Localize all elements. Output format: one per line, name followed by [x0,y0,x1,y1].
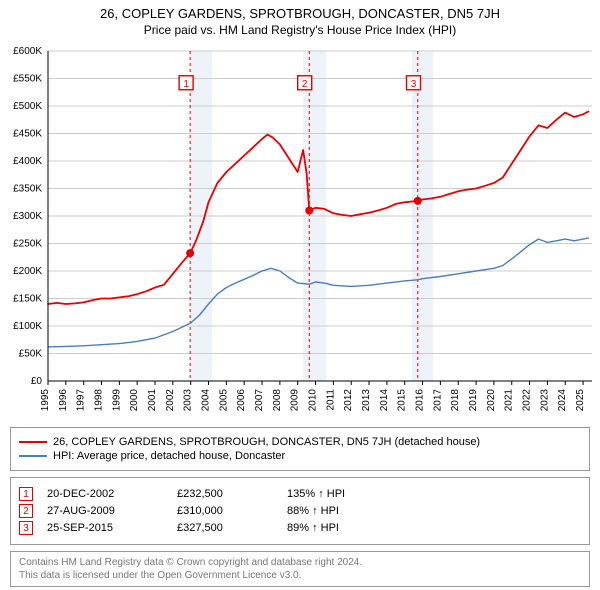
footer-line-2: This data is licensed under the Open Gov… [19,569,581,582]
x-axis-label: 2001 [147,389,158,412]
y-axis-label: £250K [13,239,42,250]
legend-row: 26, COPLEY GARDENS, SPROTBROUGH, DONCAST… [19,436,581,448]
x-axis-label: 2009 [290,389,301,412]
x-axis-label: 1995 [40,389,51,412]
footer-attribution: Contains HM Land Registry data © Crown c… [10,551,590,587]
y-axis-label: £0 [31,376,43,387]
sale-date: 27-AUG-2009 [47,505,177,517]
footer-line-1: Contains HM Land Registry data © Crown c… [19,556,581,569]
x-axis-label: 2008 [272,389,283,412]
legend-label: 26, COPLEY GARDENS, SPROTBROUGH, DONCAST… [53,436,480,448]
x-axis-label: 2014 [379,389,390,412]
sale-price: £327,500 [177,522,287,534]
x-axis-label: 2000 [129,389,140,412]
y-axis-label: £150K [13,294,42,305]
x-axis-label: 2018 [450,389,461,412]
sale-delta: 88% ↑ HPI [287,505,581,517]
sale-row: 1 20-DEC-2002£232,500135% ↑ HPI [19,487,581,501]
x-axis-label: 1996 [58,389,69,412]
sale-marker: 3 [19,521,33,535]
x-axis-label: 2017 [432,389,443,412]
event-marker-label: 3 [411,79,417,90]
y-axis-label: £50K [19,349,43,360]
x-axis-label: 2002 [165,389,176,412]
x-axis-label: 2016 [415,389,426,412]
x-axis-label: 2020 [486,389,497,412]
legend-label: HPI: Average price, detached house, Donc… [53,450,285,462]
event-dot [414,197,422,205]
x-axis-label: 2025 [575,389,586,412]
x-axis-label: 2007 [254,389,265,412]
sale-price: £232,500 [177,488,287,500]
legend-row: HPI: Average price, detached house, Donc… [19,450,581,462]
y-axis-label: £600K [13,46,42,57]
y-axis-label: £200K [13,266,42,277]
x-axis-label: 1998 [94,389,105,412]
chart-container: 26, COPLEY GARDENS, SPROTBROUGH, DONCAST… [0,0,600,587]
event-dot [186,249,194,257]
y-axis-label: £350K [13,184,42,195]
sale-date: 25-SEP-2015 [47,522,177,534]
x-axis-label: 2012 [343,389,354,412]
x-axis-label: 2010 [308,389,319,412]
y-axis-label: £450K [13,129,42,140]
line-chart-svg: £0 £50K £100K £150K £200K £250K £300K £350K £400… [0,43,600,423]
y-axis-label: £100K [13,321,42,332]
sale-delta: 135% ↑ HPI [287,488,581,500]
sale-marker: 2 [19,504,33,518]
x-axis-label: 2006 [236,389,247,412]
chart-plot-area: £0 £50K £100K £150K £200K £250K £300K £350K £400… [0,43,600,423]
sales-box: 1 20-DEC-2002£232,500135% ↑ HPI 2 27-AUG-20… [10,477,590,545]
x-axis-label: 1997 [76,389,87,412]
x-axis-label: 2024 [557,389,568,412]
sale-row: 2 27-AUG-2009£310,00088% ↑ HPI [19,504,581,518]
x-axis-label: 2005 [218,389,229,412]
y-axis-label: £550K [13,74,42,85]
legend-swatch [19,441,47,443]
legend-swatch [19,455,47,457]
sale-date: 20-DEC-2002 [47,488,177,500]
sale-delta: 89% ↑ HPI [287,522,581,534]
x-axis-label: 1999 [111,389,122,412]
sale-row: 3 25-SEP-2015£327,50089% ↑ HPI [19,521,581,535]
y-axis-label: £500K [13,101,42,112]
legend-box: 26, COPLEY GARDENS, SPROTBROUGH, DONCAST… [10,427,590,471]
x-axis-label: 2023 [539,389,550,412]
x-axis-label: 2011 [325,389,336,411]
x-axis-label: 2015 [397,389,408,412]
y-axis-label: £400K [13,156,42,167]
chart-title: 26, COPLEY GARDENS, SPROTBROUGH, DONCAST… [0,0,600,21]
sale-price: £310,000 [177,505,287,517]
event-marker-label: 1 [183,79,189,90]
x-axis-label: 2003 [183,389,194,412]
chart-subtitle: Price paid vs. HM Land Registry's House … [0,21,600,43]
x-axis-label: 2022 [522,389,533,412]
x-axis-label: 2021 [504,389,515,412]
event-dot [305,207,313,215]
x-axis-label: 2013 [361,389,372,412]
event-marker-label: 2 [302,79,308,90]
y-axis-label: £300K [13,211,42,222]
x-axis-label: 2019 [468,389,479,412]
x-axis-label: 2004 [201,389,212,412]
sale-marker: 1 [19,487,33,501]
